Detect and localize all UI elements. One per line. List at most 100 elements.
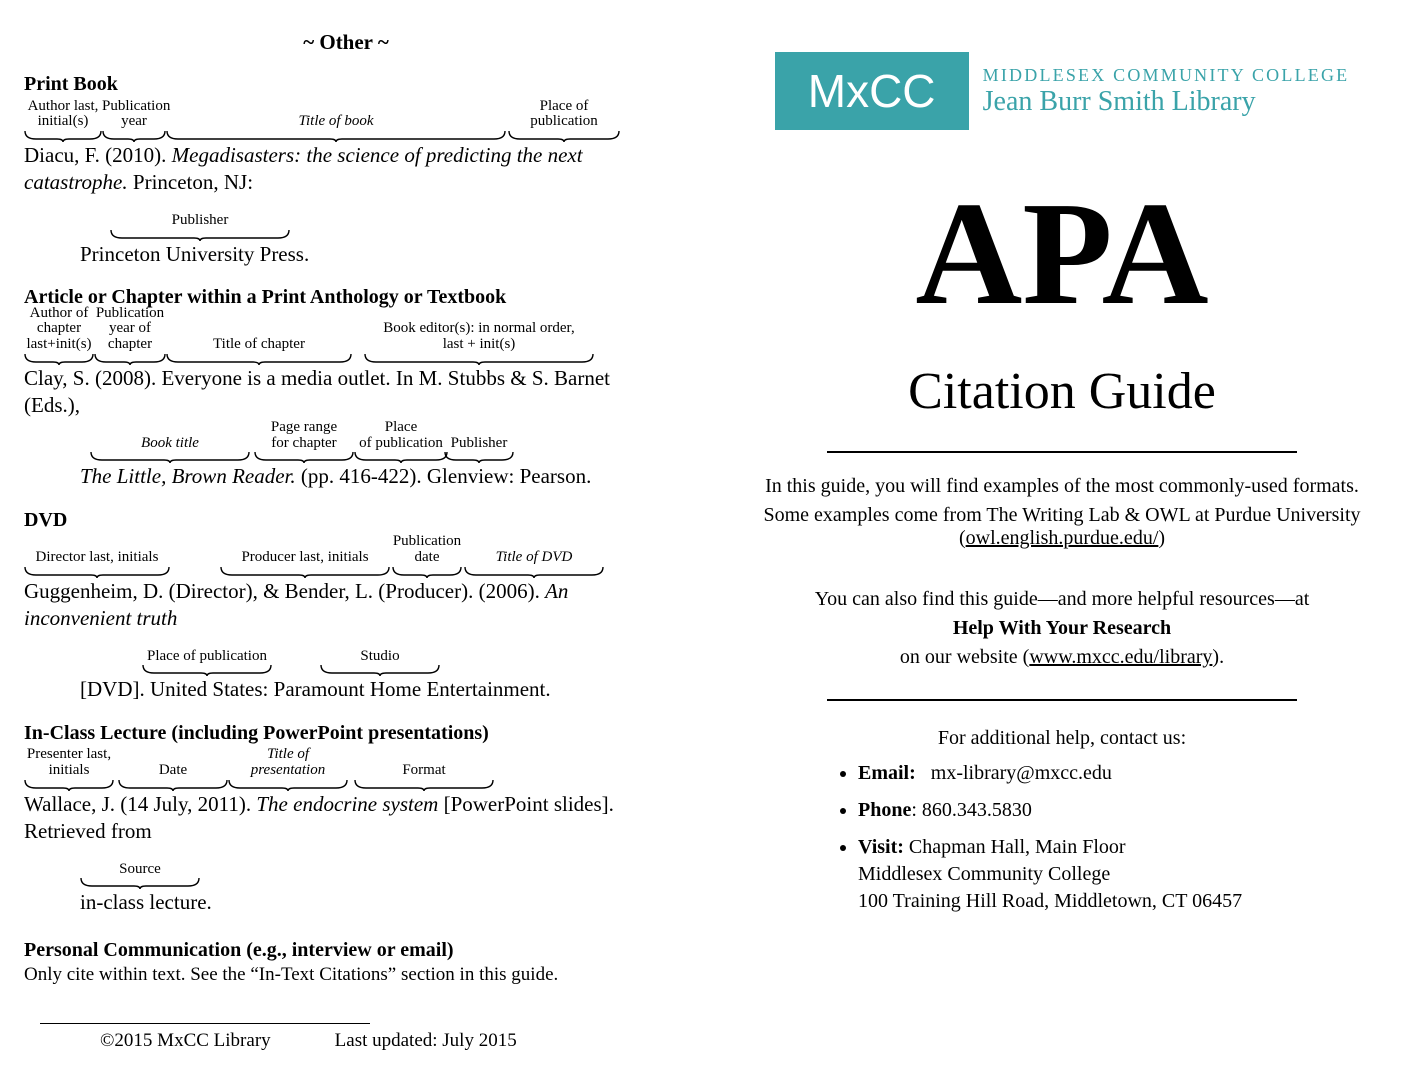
label: Phone	[858, 799, 911, 821]
owl-link[interactable]: owl.english.purdue.edu/	[966, 527, 1159, 549]
annotation-label: Source	[80, 862, 200, 878]
intro2: Some examples come from The Writing Lab …	[740, 504, 1384, 550]
annotation-label: Title of book	[166, 114, 506, 130]
contact-phone: Phone: 860.343.5830	[858, 797, 1292, 824]
text: (pp. 416-422). Glenview: Pearson.	[301, 464, 591, 488]
contact-visit: Visit: Chapman Hall, Main Floor Middlese…	[858, 834, 1292, 915]
value: mx-library@mxcc.edu	[931, 762, 1112, 784]
footer-rule	[40, 1023, 370, 1024]
brace-icon	[508, 130, 620, 142]
annotation-label: Title of chapter	[166, 337, 352, 353]
annotation-label: Presenter last,initials	[24, 747, 114, 779]
anthology-section: Article or Chapter within a Print Anthol…	[24, 286, 668, 491]
text: The Little, Brown Reader.	[80, 464, 301, 488]
right-page: MxCC MIDDLESEX COMMUNITY COLLEGE Jean Bu…	[704, 0, 1408, 1088]
dvd-section: DVD Director last, initials Producer las…	[24, 509, 668, 704]
brace-icon	[354, 451, 448, 463]
brace-icon	[354, 779, 494, 791]
contact-header: For additional help, contact us:	[832, 727, 1292, 750]
text: Diacu, F. (2010).	[24, 143, 172, 167]
brace-icon	[24, 353, 94, 365]
annotation-label: Publicationdate	[392, 534, 462, 566]
brace-icon	[24, 779, 114, 791]
brace-icon	[166, 353, 352, 365]
contact-email: Email: mx-library@mxcc.edu	[858, 760, 1292, 787]
d-line2: [DVD]. United States: Paramount Home Ent…	[24, 676, 668, 703]
annotation-label: Place ofpublication	[508, 99, 620, 131]
annotation-label: Director last, initials	[24, 550, 170, 566]
brace-icon	[102, 130, 166, 142]
text: ).	[1212, 646, 1224, 668]
text: on our website (	[900, 646, 1029, 668]
annotation-label: Page rangefor chapter	[254, 420, 354, 452]
annotation-label: Title of DVD	[464, 550, 604, 566]
annotation-label: Format	[354, 763, 494, 779]
section-title: In-Class Lecture (including PowerPoint p…	[24, 722, 668, 745]
section-title: DVD	[24, 509, 668, 532]
annotation-label: Author last,initial(s)	[24, 99, 102, 131]
logo-row: MxCC MIDDLESEX COMMUNITY COLLEGE Jean Bu…	[740, 52, 1384, 130]
brace-icon	[464, 566, 604, 578]
brace-icon	[254, 451, 354, 463]
text: Wallace, J. (14 July, 2011).	[24, 792, 256, 816]
last-updated: Last updated: July 2015	[335, 1030, 517, 1051]
annotation-label: Book title	[90, 436, 250, 452]
print-book-section: Print Book Author last,initial(s) Public…	[24, 73, 668, 268]
ann-row-pb2: Publisher	[24, 197, 668, 241]
also-line: You can also find this guide—and more he…	[740, 588, 1384, 611]
contact-list: Email: mx-library@mxcc.edu Phone: 860.34…	[832, 760, 1292, 915]
text: Some examples come from The Writing Lab …	[763, 504, 1360, 526]
annotation-label: Book editor(s): in normal order,last + i…	[364, 321, 594, 353]
left-page: ~ Other ~ Print Book Author last,initial…	[0, 0, 704, 1088]
pb-line1: Diacu, F. (2010). Megadisasters: the sci…	[24, 142, 668, 197]
brace-icon	[80, 877, 200, 889]
value: : 860.343.5830	[911, 799, 1032, 821]
annotation-label: Publisher	[110, 213, 290, 229]
text: The endocrine system	[256, 792, 443, 816]
website-line: on our website (www.mxcc.edu/library).	[740, 646, 1384, 669]
brace-icon	[364, 353, 594, 365]
label: Email:	[858, 762, 916, 784]
text: Princeton, NJ:	[133, 170, 253, 194]
institution-text: MIDDLESEX COMMUNITY COLLEGE Jean Burr Sm…	[983, 65, 1350, 118]
inst-top: MIDDLESEX COMMUNITY COLLEGE	[983, 65, 1350, 86]
annotation-label: Date	[118, 763, 228, 779]
an-line1: Clay, S. (2008). Everyone is a media out…	[24, 365, 668, 420]
library-link[interactable]: www.mxcc.edu/library	[1029, 646, 1212, 668]
brace-icon	[228, 779, 348, 791]
inst-bot: Jean Burr Smith Library	[983, 86, 1350, 118]
l-line1: Wallace, J. (14 July, 2011). The endocri…	[24, 791, 668, 846]
rule	[827, 451, 1297, 453]
subtitle: Citation Guide	[740, 362, 1384, 421]
logo-box: MxCC	[775, 52, 969, 130]
brace-icon	[110, 229, 290, 241]
lecture-section: In-Class Lecture (including PowerPoint p…	[24, 722, 668, 917]
help-bold: Help With Your Research	[740, 617, 1384, 640]
contact-block: For additional help, contact us: Email: …	[832, 727, 1292, 915]
l-line2: in-class lecture.	[24, 889, 668, 916]
visit-line1: Chapman Hall, Main Floor	[909, 836, 1126, 858]
annotation-label: Studio	[320, 649, 440, 665]
ann-row-l1: Presenter last,initials Date Title ofpre…	[24, 747, 668, 791]
visit-line2: Middlesex Community College	[858, 863, 1110, 885]
brace-icon	[320, 664, 440, 676]
ann-row-an2: Book title Page rangefor chapter Placeof…	[24, 419, 668, 463]
personal-note: Only cite within text. See the “In-Text …	[24, 964, 668, 986]
apa-heading: APA	[740, 180, 1384, 328]
annotation-label: Producer last, initials	[220, 550, 390, 566]
ann-row-d1: Director last, initials Producer last, i…	[24, 534, 668, 578]
d-line1: Guggenheim, D. (Director), & Bender, L. …	[24, 578, 668, 633]
brace-icon	[90, 451, 250, 463]
section-title: Print Book	[24, 73, 668, 96]
annotation-label: Placeof publication	[354, 420, 448, 452]
an-line2: The Little, Brown Reader. (pp. 416-422).…	[24, 463, 668, 490]
annotation-label: Title ofpresentation	[228, 747, 348, 779]
pb-line2: Princeton University Press.	[24, 241, 668, 268]
brace-icon	[94, 353, 166, 365]
annotation-label: Publicationyear ofchapter	[94, 306, 166, 353]
ann-row-an1: Author ofchapterlast+init(s) Publication…	[24, 311, 668, 365]
label: Visit:	[858, 836, 904, 858]
annotation-label: Publicationyear	[102, 99, 166, 131]
text: Guggenheim, D. (Director), & Bender, L. …	[24, 579, 545, 603]
brace-icon	[220, 566, 390, 578]
